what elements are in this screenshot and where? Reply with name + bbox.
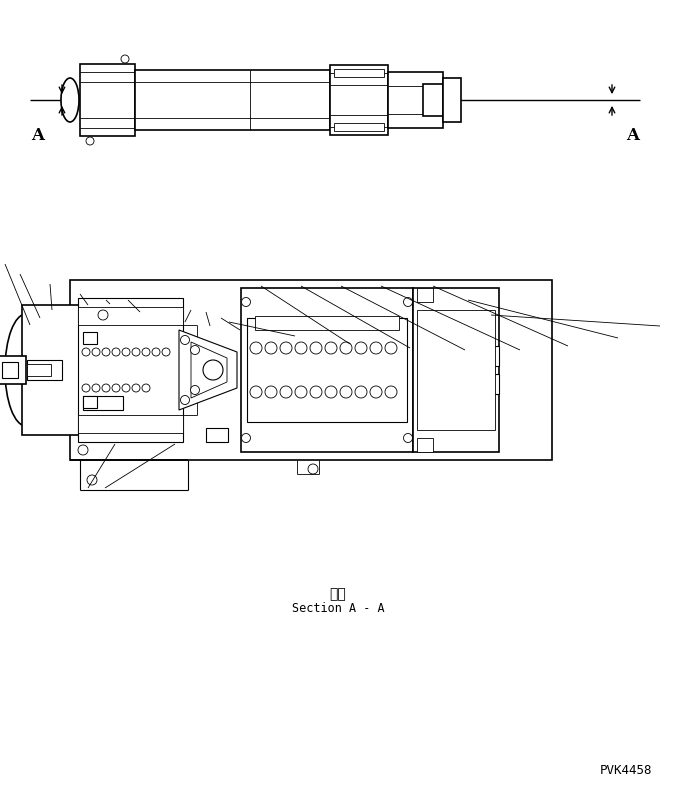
Circle shape <box>280 386 292 398</box>
Circle shape <box>190 386 200 395</box>
Circle shape <box>403 298 412 306</box>
Circle shape <box>162 348 170 356</box>
Circle shape <box>242 298 250 306</box>
Circle shape <box>370 386 382 398</box>
Circle shape <box>92 384 100 392</box>
Bar <box>330 65 388 135</box>
Bar <box>477 374 499 394</box>
Bar <box>78 298 183 442</box>
Ellipse shape <box>61 78 79 122</box>
Text: A: A <box>626 126 640 144</box>
Bar <box>247 318 407 422</box>
Circle shape <box>82 384 90 392</box>
Circle shape <box>310 386 322 398</box>
Circle shape <box>190 345 200 354</box>
Circle shape <box>310 342 322 354</box>
Bar <box>334 69 384 77</box>
Circle shape <box>325 386 337 398</box>
Circle shape <box>78 445 88 455</box>
Circle shape <box>142 348 150 356</box>
Circle shape <box>355 386 367 398</box>
Circle shape <box>280 342 292 354</box>
Polygon shape <box>191 342 227 398</box>
Circle shape <box>142 384 150 392</box>
Bar <box>80 64 135 136</box>
Bar <box>83 396 123 410</box>
Circle shape <box>370 342 382 354</box>
Circle shape <box>340 342 352 354</box>
Circle shape <box>325 342 337 354</box>
Bar <box>83 332 97 344</box>
Circle shape <box>385 342 397 354</box>
Circle shape <box>152 348 160 356</box>
Circle shape <box>112 348 120 356</box>
Circle shape <box>102 348 110 356</box>
Bar <box>0 356 26 384</box>
Circle shape <box>250 342 262 354</box>
Circle shape <box>308 464 318 474</box>
Text: PVK4458: PVK4458 <box>600 764 652 777</box>
Bar <box>83 396 97 408</box>
Circle shape <box>132 384 140 392</box>
Bar <box>78 415 183 433</box>
Circle shape <box>295 342 307 354</box>
Circle shape <box>112 384 120 392</box>
Circle shape <box>102 384 110 392</box>
Bar <box>135 70 330 130</box>
Bar <box>443 78 461 122</box>
Circle shape <box>122 348 130 356</box>
Circle shape <box>92 348 100 356</box>
Circle shape <box>122 384 130 392</box>
Bar <box>388 72 443 128</box>
Circle shape <box>82 348 90 356</box>
Bar <box>423 84 443 116</box>
Bar <box>206 428 228 442</box>
Bar <box>413 288 499 452</box>
Bar <box>255 316 399 330</box>
Polygon shape <box>179 330 237 410</box>
Bar <box>417 310 495 430</box>
Bar <box>417 438 433 452</box>
Circle shape <box>355 342 367 354</box>
Bar <box>334 123 384 131</box>
Bar <box>22 305 84 435</box>
Bar <box>241 288 413 452</box>
Circle shape <box>132 348 140 356</box>
Text: Section A - A: Section A - A <box>292 602 385 615</box>
Circle shape <box>295 386 307 398</box>
Bar <box>477 346 499 366</box>
Circle shape <box>181 395 190 404</box>
Circle shape <box>203 360 223 380</box>
Circle shape <box>265 386 277 398</box>
Bar <box>70 280 552 460</box>
Bar <box>27 364 51 376</box>
Circle shape <box>385 386 397 398</box>
Bar <box>417 288 433 302</box>
Circle shape <box>87 475 97 485</box>
Circle shape <box>250 386 262 398</box>
Polygon shape <box>423 326 495 414</box>
Circle shape <box>98 310 108 320</box>
Circle shape <box>86 137 94 145</box>
Bar <box>2 362 18 378</box>
Circle shape <box>265 342 277 354</box>
Circle shape <box>121 55 129 63</box>
Circle shape <box>242 434 250 442</box>
Text: A: A <box>32 126 45 144</box>
Circle shape <box>181 336 190 345</box>
Circle shape <box>340 386 352 398</box>
Bar <box>78 307 183 325</box>
Text: 断面: 断面 <box>330 587 347 601</box>
Bar <box>27 360 62 380</box>
Circle shape <box>403 434 412 442</box>
